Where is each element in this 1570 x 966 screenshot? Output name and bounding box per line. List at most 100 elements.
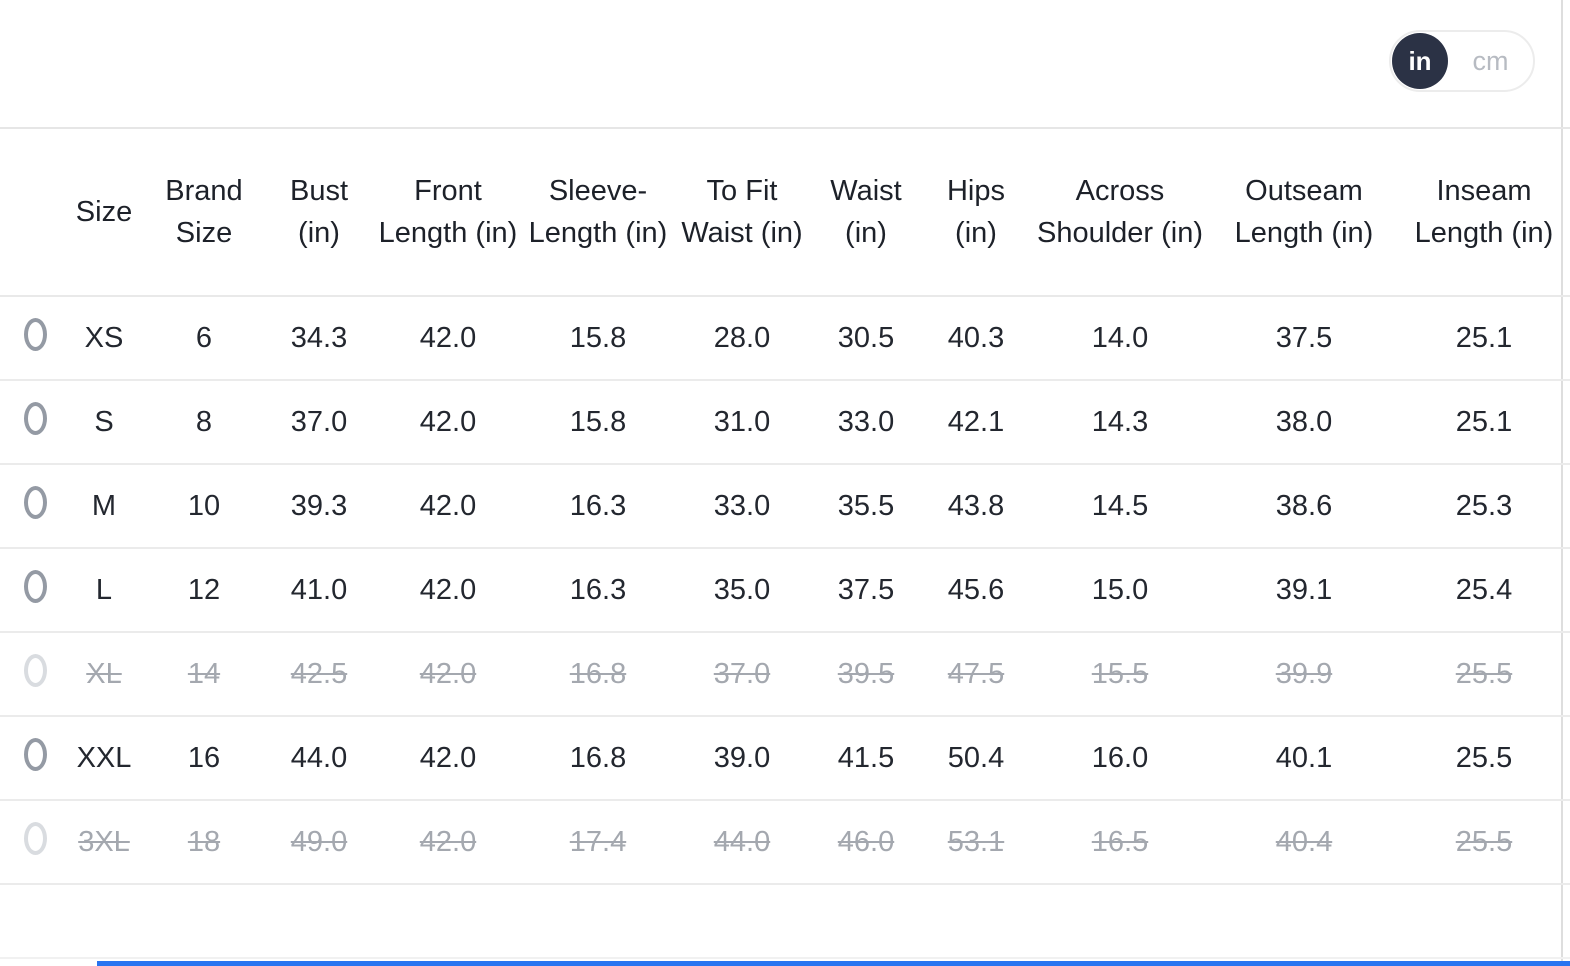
scrollbar-track[interactable] xyxy=(1561,0,1563,966)
cell-bust: 37.0 xyxy=(290,405,348,438)
cell-bust: 42.5 xyxy=(290,657,348,690)
size-radio[interactable] xyxy=(24,569,47,603)
table-row: L 12 41.0 42.0 16.3 35.0 37.5 45.6 15.0 … xyxy=(0,548,1570,632)
cell-front-length: 42.0 xyxy=(419,741,477,774)
cell-to-fit-waist: 37.0 xyxy=(713,657,771,690)
cell-hips: 42.1 xyxy=(947,405,1005,438)
radio-column-header xyxy=(0,128,64,296)
cell-inseam-length: 25.5 xyxy=(1455,825,1513,858)
cell-across-shoulder: 16.5 xyxy=(1091,825,1149,858)
cell-sleeve-length: 15.8 xyxy=(569,405,627,438)
cell-bust: 49.0 xyxy=(290,825,348,858)
cell-waist: 30.5 xyxy=(837,321,895,354)
cell-sleeve-length: 16.3 xyxy=(569,489,627,522)
cell-bust: 41.0 xyxy=(290,573,348,606)
cell-hips: 53.1 xyxy=(947,825,1005,858)
column-header-inseam-length: Inseam Length (in) xyxy=(1414,175,1554,249)
table-row: XL 14 42.5 42.0 16.8 37.0 39.5 47.5 15.5… xyxy=(0,632,1570,716)
cell-outseam-length: 39.9 xyxy=(1275,657,1333,690)
size-radio[interactable] xyxy=(24,653,47,687)
table-row: 3XL 18 49.0 42.0 17.4 44.0 46.0 53.1 16.… xyxy=(0,800,1570,884)
table-row: XXL 16 44.0 42.0 16.8 39.0 41.5 50.4 16.… xyxy=(0,716,1570,800)
cell-waist: 37.5 xyxy=(837,573,895,606)
cell-to-fit-waist: 28.0 xyxy=(713,321,771,354)
cell-outseam-length: 38.6 xyxy=(1275,489,1333,522)
size-radio[interactable] xyxy=(24,485,47,519)
cell-size: XL xyxy=(86,657,122,690)
cell-brand-size: 10 xyxy=(187,489,221,522)
unit-toggle[interactable]: in cm xyxy=(1389,30,1535,92)
column-header-waist: Waist (in) xyxy=(830,175,902,249)
size-radio[interactable] xyxy=(24,317,47,351)
cell-inseam-length: 25.5 xyxy=(1455,657,1513,690)
cell-across-shoulder: 14.0 xyxy=(1091,321,1149,354)
cell-inseam-length: 25.5 xyxy=(1455,741,1513,774)
bottom-accent-bar xyxy=(97,961,1570,966)
cell-size: M xyxy=(91,489,117,522)
cell-bust: 44.0 xyxy=(290,741,348,774)
cell-sleeve-length: 16.8 xyxy=(569,741,627,774)
cell-outseam-length: 40.4 xyxy=(1275,825,1333,858)
cell-waist: 35.5 xyxy=(837,489,895,522)
cell-sleeve-length: 17.4 xyxy=(569,825,627,858)
cell-sleeve-length: 15.8 xyxy=(569,321,627,354)
cell-brand-size: 14 xyxy=(187,657,221,690)
column-header-hips: Hips (in) xyxy=(946,175,1005,249)
cell-sleeve-length: 16.3 xyxy=(569,573,627,606)
cell-front-length: 42.0 xyxy=(419,405,477,438)
cell-size: L xyxy=(95,573,113,606)
cell-to-fit-waist: 35.0 xyxy=(713,573,771,606)
column-header-across-shoulder: Across Shoulder (in) xyxy=(1036,175,1204,249)
cell-bust: 34.3 xyxy=(290,321,348,354)
table-row: XS 6 34.3 42.0 15.8 28.0 30.5 40.3 14.0 … xyxy=(0,296,1570,380)
unit-toggle-in-button[interactable]: in xyxy=(1392,33,1448,89)
cell-to-fit-waist: 33.0 xyxy=(713,489,771,522)
cell-outseam-length: 38.0 xyxy=(1275,405,1333,438)
cell-brand-size: 18 xyxy=(187,825,221,858)
size-chart-table: Size Brand Size Bust (in) Front Length (… xyxy=(0,127,1570,959)
cell-inseam-length: 25.4 xyxy=(1455,573,1513,606)
cell-brand-size: 6 xyxy=(195,321,213,354)
cell-size: XXL xyxy=(76,741,132,774)
cell-outseam-length: 40.1 xyxy=(1275,741,1333,774)
cell-across-shoulder: 15.5 xyxy=(1091,657,1149,690)
cell-hips: 47.5 xyxy=(947,657,1005,690)
cell-waist: 33.0 xyxy=(837,405,895,438)
size-radio[interactable] xyxy=(24,821,47,855)
cell-front-length: 42.0 xyxy=(419,489,477,522)
size-radio[interactable] xyxy=(24,401,47,435)
cell-across-shoulder: 14.3 xyxy=(1091,405,1149,438)
cell-front-length: 42.0 xyxy=(419,825,477,858)
table-row: S 8 37.0 42.0 15.8 31.0 33.0 42.1 14.3 3… xyxy=(0,380,1570,464)
cell-inseam-length: 25.1 xyxy=(1455,321,1513,354)
cell-waist: 39.5 xyxy=(837,657,895,690)
cell-front-length: 42.0 xyxy=(419,321,477,354)
cell-across-shoulder: 14.5 xyxy=(1091,489,1149,522)
column-header-brand-size: Brand Size xyxy=(165,175,243,249)
cell-inseam-length: 25.3 xyxy=(1455,489,1513,522)
cell-brand-size: 8 xyxy=(195,405,213,438)
cell-front-length: 42.0 xyxy=(419,657,477,690)
size-radio[interactable] xyxy=(24,737,47,771)
column-header-front-length: Front Length (in) xyxy=(378,175,518,249)
cell-brand-size: 16 xyxy=(187,741,221,774)
table-footer-spacer xyxy=(0,884,1570,958)
cell-sleeve-length: 16.8 xyxy=(569,657,627,690)
cell-size: 3XL xyxy=(78,825,130,858)
column-header-bust: Bust (in) xyxy=(289,175,349,249)
cell-hips: 50.4 xyxy=(947,741,1005,774)
cell-hips: 45.6 xyxy=(947,573,1005,606)
cell-bust: 39.3 xyxy=(290,489,348,522)
cell-to-fit-waist: 39.0 xyxy=(713,741,771,774)
table-header-row: Size Brand Size Bust (in) Front Length (… xyxy=(0,128,1570,296)
column-header-outseam-length: Outseam Length (in) xyxy=(1234,175,1374,249)
cell-to-fit-waist: 31.0 xyxy=(713,405,771,438)
cell-waist: 41.5 xyxy=(837,741,895,774)
cell-waist: 46.0 xyxy=(837,825,895,858)
cell-size: S xyxy=(94,405,114,438)
cell-inseam-length: 25.1 xyxy=(1455,405,1513,438)
column-header-to-fit-waist: To Fit Waist (in) xyxy=(681,175,803,249)
unit-toggle-cm-button[interactable]: cm xyxy=(1472,45,1509,76)
table-row: M 10 39.3 42.0 16.3 33.0 35.5 43.8 14.5 … xyxy=(0,464,1570,548)
cell-hips: 40.3 xyxy=(947,321,1005,354)
